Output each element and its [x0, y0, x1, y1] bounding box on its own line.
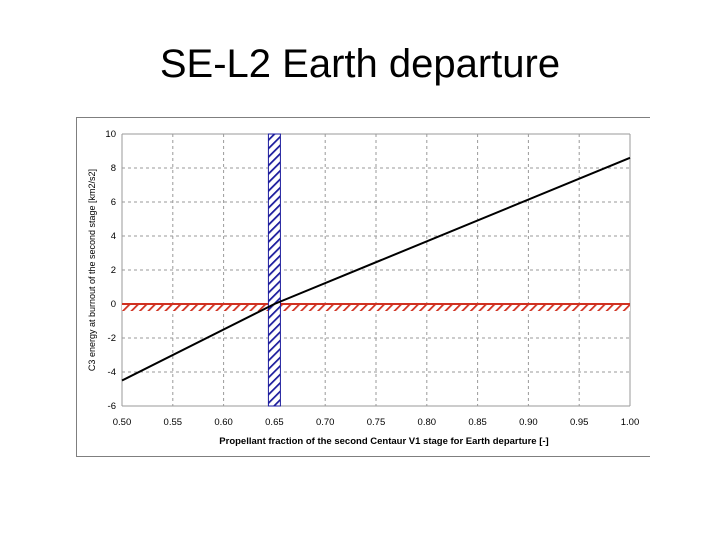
x-tick-label: 0.50 — [113, 417, 132, 428]
horizontal-reference-band — [122, 304, 630, 311]
x-tick-label: 0.80 — [418, 417, 437, 428]
x-axis-label: Propellant fraction of the second Centau… — [219, 436, 548, 447]
grid — [121, 133, 631, 407]
y-tick-label: 2 — [111, 265, 116, 276]
series-line — [121, 156, 631, 382]
series-layer — [121, 156, 631, 382]
y-tick-label: -2 — [108, 333, 116, 344]
x-tick-label: 0.95 — [570, 417, 589, 428]
y-tick-label: -4 — [108, 367, 116, 378]
y-tick-label: 10 — [105, 129, 116, 140]
y-tick-label: 6 — [111, 197, 116, 208]
x-tick-label: 0.90 — [519, 417, 538, 428]
y-tick-label: 4 — [111, 231, 116, 242]
y-tick-label: 0 — [111, 299, 116, 310]
x-tick-label: 0.85 — [468, 417, 487, 428]
x-tick-label: 1.00 — [621, 417, 640, 428]
x-tick-label: 0.75 — [367, 417, 386, 428]
x-tick-label: 0.60 — [214, 417, 233, 428]
y-axis-label: C3 energy at burnout of the second stage… — [87, 169, 97, 371]
x-tick-label: 0.65 — [265, 417, 284, 428]
y-tick-label: 8 — [111, 163, 116, 174]
x-tick-label: 0.70 — [316, 417, 335, 428]
tick-labels: 0.50 0.55 0.60 0.65 0.70 0.75 0.80 0.85 0.90 0.95… — [105, 129, 639, 428]
x-tick-label: 0.55 — [164, 417, 183, 428]
slide-title: SE-L2 Earth departure — [159, 42, 561, 86]
vertical-reference-band — [267, 133, 281, 407]
reference-lines — [122, 133, 630, 407]
chart-frame — [76, 117, 650, 457]
y-tick-label: -6 — [108, 401, 116, 412]
